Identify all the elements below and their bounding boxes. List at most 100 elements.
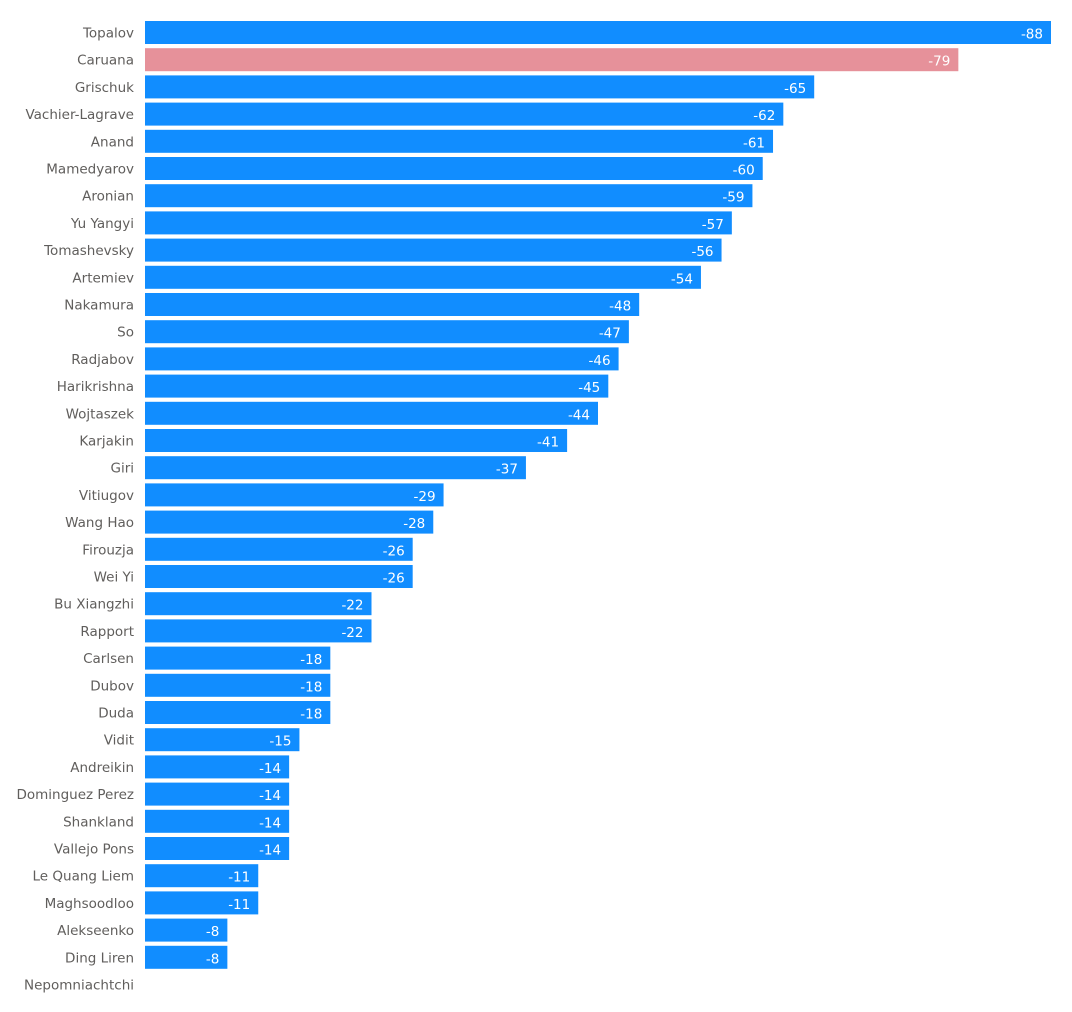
category-label: Alekseenko — [57, 923, 134, 939]
category-label: Grischuk — [75, 80, 134, 96]
category-label: Nakamura — [64, 298, 134, 314]
data-label: -22 — [341, 625, 363, 641]
data-label: -47 — [599, 326, 621, 342]
bar[interactable] — [145, 157, 763, 180]
data-label: -11 — [228, 897, 250, 913]
bar[interactable] — [145, 102, 784, 126]
category-label: Andreikin — [70, 760, 134, 776]
data-label: -41 — [537, 435, 559, 451]
data-label: -14 — [259, 815, 281, 831]
data-label: -26 — [383, 543, 405, 559]
bar[interactable] — [145, 510, 434, 534]
category-label: Bu Xiangzhi — [54, 597, 134, 613]
bar[interactable] — [145, 864, 259, 888]
bar[interactable] — [145, 21, 1051, 44]
bar[interactable] — [145, 75, 815, 99]
data-label: -88 — [1021, 27, 1043, 43]
bar[interactable] — [145, 918, 228, 942]
category-label: Vachier-Lagrave — [25, 107, 134, 123]
bar-highlighted[interactable] — [145, 48, 959, 72]
category-label: Radjabov — [71, 352, 134, 368]
data-label: -44 — [568, 407, 590, 423]
category-label: Ding Liren — [65, 950, 134, 966]
category-label: Yu Yangyi — [70, 216, 134, 232]
data-label: -59 — [722, 190, 744, 206]
data-label: -54 — [671, 271, 693, 287]
data-label: -18 — [300, 707, 322, 723]
category-label: Caruana — [77, 53, 134, 69]
data-label: -8 — [206, 951, 219, 967]
category-label: Aronian — [82, 189, 134, 205]
data-label: -61 — [743, 135, 765, 151]
bar[interactable] — [145, 592, 372, 616]
category-label: Maghsoodloo — [45, 896, 134, 912]
category-label: So — [117, 325, 134, 341]
category-label: Wojtaszek — [66, 406, 135, 422]
bar[interactable] — [145, 320, 629, 344]
data-label: -37 — [496, 462, 518, 478]
data-label: -14 — [259, 788, 281, 804]
data-label: -18 — [300, 652, 322, 668]
bar[interactable] — [145, 184, 753, 208]
data-label: -14 — [259, 843, 281, 859]
data-label: -28 — [403, 516, 425, 532]
data-label: -62 — [753, 108, 775, 124]
data-label: -79 — [928, 54, 950, 70]
category-label: Vallejo Pons — [54, 842, 134, 858]
bar[interactable] — [145, 809, 290, 833]
bar[interactable] — [145, 293, 640, 316]
category-label: Dominguez Perez — [16, 787, 134, 803]
bar[interactable] — [145, 837, 290, 860]
category-label: Harikrishna — [57, 379, 134, 395]
bar[interactable] — [145, 891, 259, 915]
category-label: Mamedyarov — [46, 162, 134, 178]
category-label: Topalov — [82, 26, 134, 42]
category-label: Shankland — [63, 814, 134, 830]
category-label: Tomashevsky — [43, 243, 134, 259]
data-label: -48 — [609, 299, 631, 315]
data-label: -46 — [589, 353, 611, 369]
data-label: -18 — [300, 679, 322, 695]
category-label: Carlsen — [83, 651, 134, 667]
data-label: -11 — [228, 870, 250, 886]
bar[interactable] — [145, 782, 290, 806]
category-label: Giri — [110, 461, 134, 477]
data-label: -22 — [341, 598, 363, 614]
data-label: -57 — [702, 217, 724, 233]
data-label: -26 — [383, 571, 405, 587]
category-label: Dubov — [90, 678, 134, 694]
bar[interactable] — [145, 347, 619, 371]
bar[interactable] — [145, 129, 774, 153]
data-label: -45 — [578, 380, 600, 396]
bar[interactable] — [145, 673, 331, 697]
bar[interactable] — [145, 565, 413, 588]
category-label: Nepomniachtchi — [24, 978, 134, 994]
bar[interactable] — [145, 456, 526, 480]
bar[interactable] — [145, 429, 568, 452]
category-label: Anand — [91, 134, 134, 150]
category-label: Rapport — [80, 624, 134, 640]
bar[interactable] — [145, 755, 290, 779]
bar[interactable] — [145, 646, 331, 670]
bar[interactable] — [145, 945, 228, 969]
bar[interactable] — [145, 238, 722, 262]
data-label: -65 — [784, 81, 806, 97]
category-label: Le Quang Liem — [33, 869, 134, 885]
data-label: -56 — [691, 244, 713, 260]
data-label: -29 — [414, 489, 436, 505]
bar[interactable] — [145, 537, 413, 561]
category-label: Vidit — [104, 733, 134, 749]
bar[interactable] — [145, 619, 372, 643]
bar[interactable] — [145, 728, 300, 752]
bar[interactable] — [145, 701, 331, 724]
category-label: Artemiev — [72, 270, 134, 286]
category-label: Wei Yi — [94, 570, 134, 586]
data-label: -14 — [259, 761, 281, 777]
bar[interactable] — [145, 265, 701, 289]
bar[interactable] — [145, 374, 609, 398]
bar[interactable] — [145, 483, 444, 507]
bar[interactable] — [145, 211, 732, 235]
category-label: Karjakin — [79, 434, 134, 450]
bar[interactable] — [145, 401, 598, 425]
